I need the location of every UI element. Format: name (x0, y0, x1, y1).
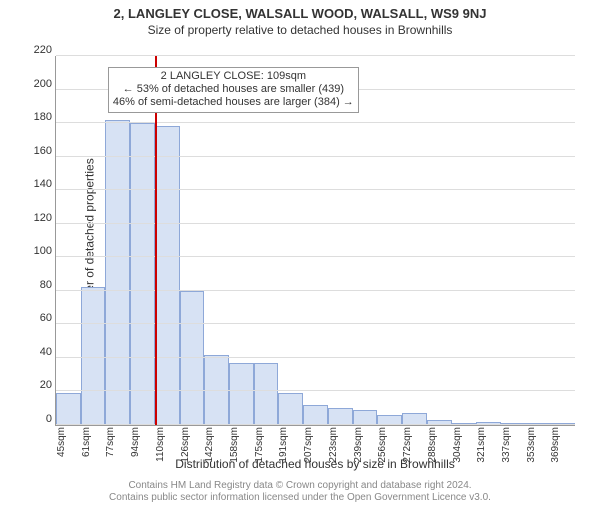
y-tick-label: 20 (40, 379, 52, 391)
annotation-box: 2 LANGLEY CLOSE: 109sqm← 53% of detached… (108, 67, 359, 113)
y-tick-label: 120 (34, 212, 52, 224)
attribution-footer: Contains HM Land Registry data © Crown c… (0, 480, 600, 504)
bar-slot: 369sqm (550, 56, 575, 425)
gridline (56, 156, 575, 157)
gridline (56, 323, 575, 324)
gridline (56, 122, 575, 123)
bar (254, 363, 279, 425)
x-tick-label: 61sqm (81, 427, 92, 457)
annotation-line: 2 LANGLEY CLOSE: 109sqm (113, 70, 354, 83)
y-tick-label: 220 (34, 44, 52, 56)
y-tick-label: 60 (40, 312, 52, 324)
page-title-1: 2, LANGLEY CLOSE, WALSALL WOOD, WALSALL,… (0, 6, 600, 21)
y-tick-label: 100 (34, 245, 52, 257)
gridline (56, 223, 575, 224)
x-tick-label: 94sqm (130, 427, 141, 457)
gridline (56, 390, 575, 391)
bar (328, 408, 353, 425)
gridline (56, 424, 575, 425)
x-tick-label: 77sqm (105, 427, 116, 457)
bar-slot: 321sqm (476, 56, 501, 425)
x-axis-label: Distribution of detached houses by size … (55, 457, 575, 471)
bar (303, 405, 328, 425)
y-tick-label: 40 (40, 346, 52, 358)
gridline (56, 55, 575, 56)
annotation-line: ← 53% of detached houses are smaller (43… (113, 83, 354, 96)
bar-slot: 304sqm (452, 56, 477, 425)
footer-line-1: Contains HM Land Registry data © Crown c… (0, 480, 600, 492)
plot: 45sqm61sqm77sqm94sqm110sqm126sqm142sqm15… (55, 56, 575, 426)
bar (130, 123, 155, 425)
y-tick-label: 200 (34, 78, 52, 90)
gridline (56, 256, 575, 257)
page-title-2: Size of property relative to detached ho… (0, 23, 600, 37)
bar-slot: 256sqm (377, 56, 402, 425)
bar (229, 363, 254, 425)
plot-area: Number of detached properties 45sqm61sqm… (55, 56, 575, 426)
bar (353, 410, 378, 425)
gridline (56, 357, 575, 358)
bar-slot: 272sqm (402, 56, 427, 425)
bar-slot: 45sqm (56, 56, 81, 425)
bar (155, 126, 180, 425)
y-tick-label: 160 (34, 145, 52, 157)
bar-slot: 337sqm (501, 56, 526, 425)
annotation-line: 46% of semi-detached houses are larger (… (113, 96, 354, 109)
bar-slot: 288sqm (427, 56, 452, 425)
y-tick-label: 80 (40, 279, 52, 291)
y-tick-label: 180 (34, 111, 52, 123)
bar (105, 120, 130, 425)
y-tick-label: 140 (34, 178, 52, 190)
bar (278, 393, 303, 425)
gridline (56, 189, 575, 190)
y-tick-label: 0 (46, 413, 52, 425)
x-tick-label: 45sqm (56, 427, 67, 457)
gridline (56, 290, 575, 291)
footer-line-2: Contains public sector information licen… (0, 492, 600, 504)
bar-slot: 61sqm (81, 56, 106, 425)
bar (56, 393, 81, 425)
bar-slot: 353sqm (526, 56, 551, 425)
